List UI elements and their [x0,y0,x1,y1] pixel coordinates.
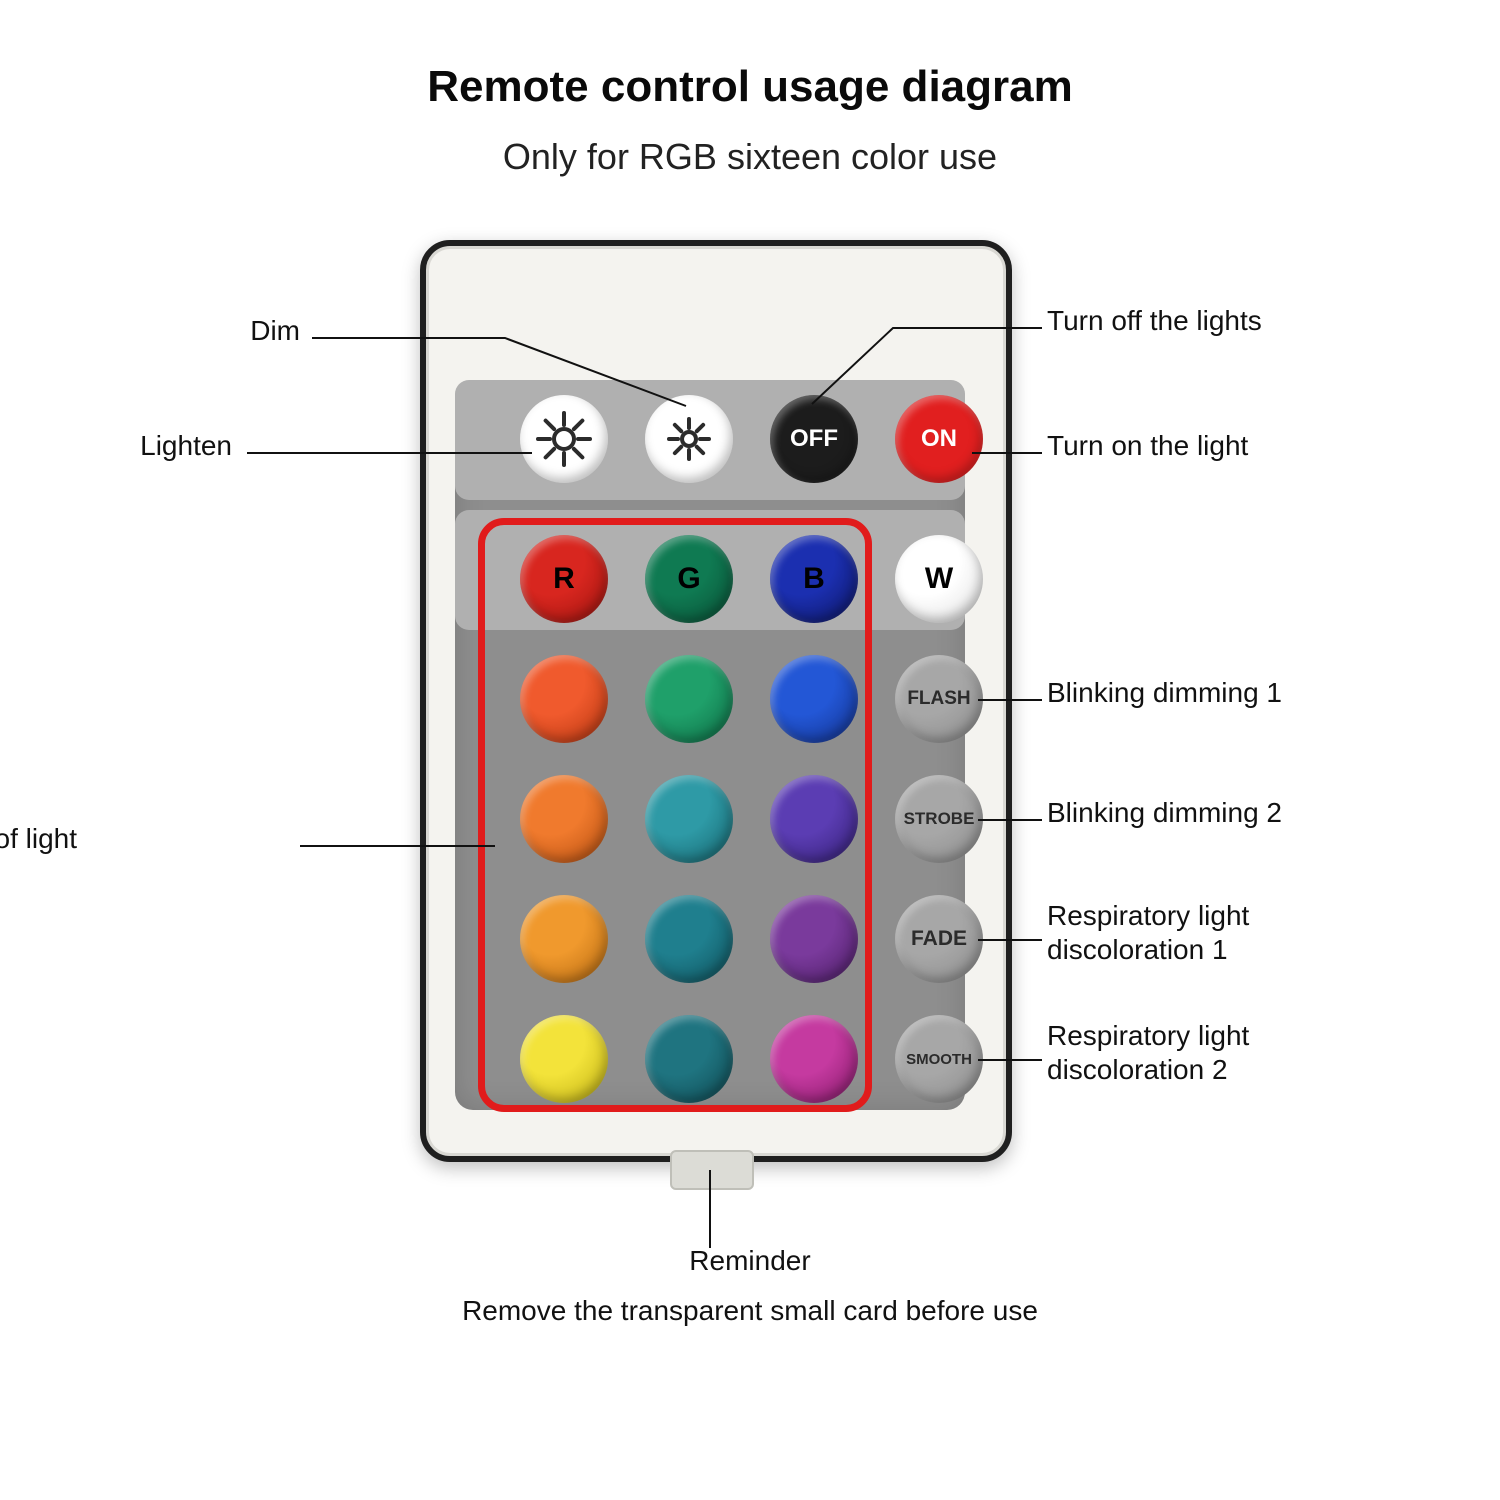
smooth-button-label: SMOOTH [906,1051,972,1068]
sun-minus-icon [645,395,733,483]
off-button[interactable]: OFF [770,395,858,483]
callout-flash: Blinking dimming 1 [1047,676,1282,710]
color-swatch-button[interactable] [645,655,733,743]
callout-colors16: 16 colors of light [0,822,77,856]
color-swatch-button[interactable] [645,775,733,863]
color-G-button[interactable]: G [645,535,733,623]
lighten-button[interactable] [520,395,608,483]
fade-button-label: FADE [911,927,967,951]
callout-strobe: Blinking dimming 2 [1047,796,1282,830]
color-swatch-button[interactable] [520,655,608,743]
page-subtitle: Only for RGB sixteen color use [0,136,1500,178]
on-button-label: ON [921,425,957,453]
strobe-button[interactable]: STROBE [895,775,983,863]
callout-fade: Respiratory light discoloration 1 [1047,899,1249,966]
page-title: Remote control usage diagram [0,62,1500,112]
callout-lighten: Lighten [140,429,232,463]
color-swatch-button[interactable] [645,1015,733,1103]
sun-plus-icon [520,395,608,483]
fade-button[interactable]: FADE [895,895,983,983]
callout-off: Turn off the lights [1047,304,1262,338]
callout-smooth: Respiratory light discoloration 2 [1047,1019,1249,1086]
color-swatch-button[interactable] [520,775,608,863]
color-swatch-button[interactable] [770,895,858,983]
color-G-button-label: G [677,562,700,596]
battery-tab [670,1150,754,1190]
flash-button[interactable]: FLASH [895,655,983,743]
dim-button[interactable] [645,395,733,483]
flash-button-label: FLASH [907,688,970,710]
callout-reminder-title: Reminder [0,1244,1500,1278]
color-swatch-button[interactable] [520,1015,608,1103]
color-swatch-button[interactable] [645,895,733,983]
color-W-button[interactable]: W [895,535,983,623]
callout-reminder-text: Remove the transparent small card before… [0,1294,1500,1328]
color-R-button-label: R [553,562,575,596]
callout-dim: Dim [250,314,300,348]
color-R-button[interactable]: R [520,535,608,623]
color-B-button[interactable]: B [770,535,858,623]
off-button-label: OFF [790,425,838,453]
color-swatch-button[interactable] [770,1015,858,1103]
strobe-button-label: STROBE [904,809,975,829]
color-W-button-label: W [925,562,953,596]
on-button[interactable]: ON [895,395,983,483]
smooth-button[interactable]: SMOOTH [895,1015,983,1103]
color-swatch-button[interactable] [770,775,858,863]
color-swatch-button[interactable] [520,895,608,983]
callout-on: Turn on the light [1047,429,1248,463]
color-swatch-button[interactable] [770,655,858,743]
color-B-button-label: B [803,562,825,596]
